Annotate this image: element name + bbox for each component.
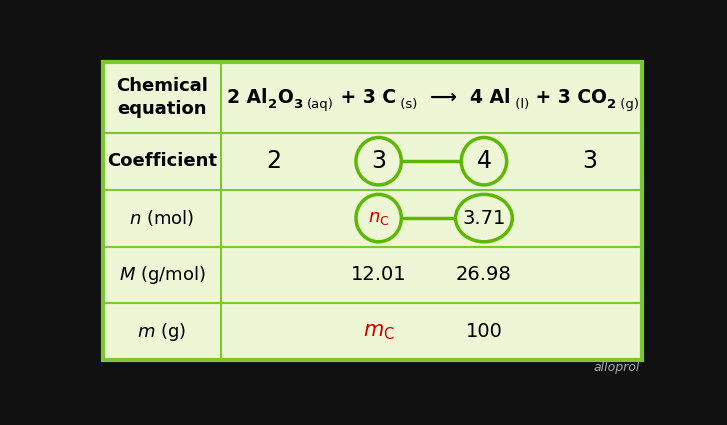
Bar bbox=[103, 62, 642, 133]
Bar bbox=[103, 133, 642, 190]
Text: 3: 3 bbox=[582, 149, 597, 173]
Text: (l): (l) bbox=[510, 98, 529, 111]
Text: $\mathit{m}_\mathrm{C}$: $\mathit{m}_\mathrm{C}$ bbox=[363, 322, 395, 342]
Text: 3: 3 bbox=[371, 149, 386, 173]
Text: $\mathit{n}$ (mol): $\mathit{n}$ (mol) bbox=[129, 208, 195, 228]
Bar bbox=[103, 246, 642, 303]
Text: 2 Al: 2 Al bbox=[228, 88, 268, 107]
Text: (aq): (aq) bbox=[307, 98, 334, 111]
Text: $\mathit{n}_\mathrm{C}$: $\mathit{n}_\mathrm{C}$ bbox=[368, 209, 390, 227]
Ellipse shape bbox=[356, 138, 401, 185]
Bar bbox=[103, 190, 642, 246]
Text: Coefficient: Coefficient bbox=[107, 152, 217, 170]
Text: 2: 2 bbox=[607, 98, 616, 111]
Text: $\mathit{m}$ (g): $\mathit{m}$ (g) bbox=[137, 321, 187, 343]
Text: (g): (g) bbox=[616, 98, 639, 111]
Text: 4 Al: 4 Al bbox=[470, 88, 510, 107]
Text: 26.98: 26.98 bbox=[456, 266, 512, 284]
Text: 2: 2 bbox=[266, 149, 281, 173]
Text: 3: 3 bbox=[293, 98, 302, 111]
Text: + 3 C: + 3 C bbox=[334, 88, 395, 107]
Ellipse shape bbox=[356, 194, 401, 242]
Text: 4: 4 bbox=[476, 149, 491, 173]
Text: 3.71: 3.71 bbox=[462, 209, 506, 227]
Text: 12.01: 12.01 bbox=[351, 266, 406, 284]
Text: 100: 100 bbox=[465, 322, 502, 341]
Ellipse shape bbox=[456, 194, 513, 242]
Text: ⟶: ⟶ bbox=[417, 88, 470, 107]
Text: O: O bbox=[277, 88, 293, 107]
Text: + 3 CO: + 3 CO bbox=[529, 88, 607, 107]
Text: 2: 2 bbox=[268, 98, 277, 111]
Text: alloprol: alloprol bbox=[594, 361, 640, 374]
Text: (s): (s) bbox=[395, 98, 417, 111]
Ellipse shape bbox=[461, 138, 507, 185]
Text: Chemical
equation: Chemical equation bbox=[116, 77, 208, 119]
Bar bbox=[103, 303, 642, 360]
Text: $\mathit{M}$ (g/mol): $\mathit{M}$ (g/mol) bbox=[119, 264, 205, 286]
